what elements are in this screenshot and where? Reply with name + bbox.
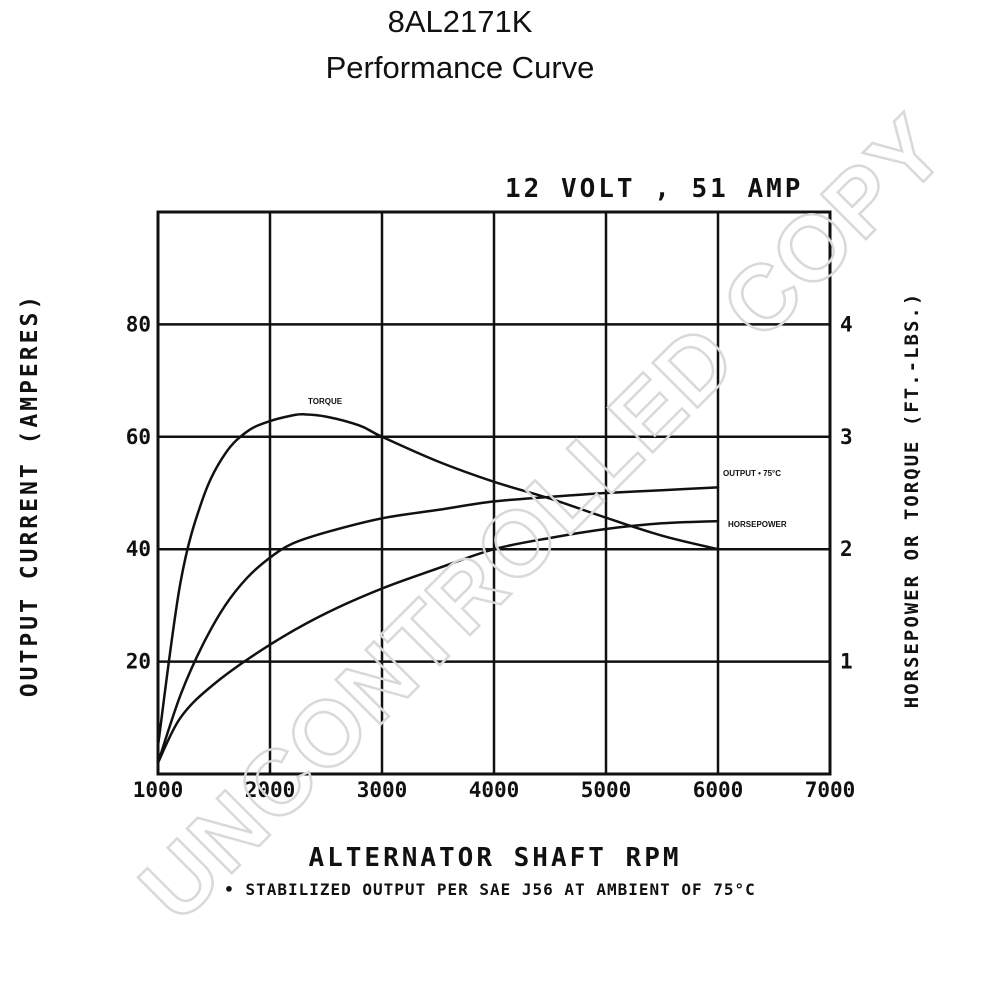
y-axis-right-label: HORSEPOWER OR TORQUE (FT.-LBS.) (901, 292, 923, 709)
x-tick-label: 3000 (357, 778, 408, 802)
chart-subtitle: Performance Curve (325, 50, 595, 85)
series-labels: TORQUE OUTPUT • 75°C HORSEPOWER (308, 397, 787, 529)
rating-label: 12 VOLT , 51 AMP (505, 174, 803, 204)
left-tick-label: 80 (126, 312, 151, 336)
x-axis-label: ALTERNATOR SHAFT RPM (308, 843, 681, 873)
x-tick-label: 7000 (805, 778, 856, 802)
x-tick-labels: 1000 2000 3000 4000 5000 6000 7000 (133, 778, 856, 802)
left-tick-label: 60 (126, 425, 151, 449)
x-tick-label: 5000 (581, 778, 632, 802)
right-tick-label: 2 (840, 537, 853, 561)
chart-model-title: 8AL2171K (387, 4, 533, 39)
right-tick-label: 3 (840, 425, 853, 449)
series-label-output-75-c: OUTPUT • 75°C (723, 469, 781, 478)
series-line-output-75-c (156, 486, 720, 765)
y-axis-left-label: OUTPUT CURRENT (AMPERES) (17, 293, 43, 697)
x-tick-label: 1000 (133, 778, 184, 802)
x-tick-label: 2000 (245, 778, 296, 802)
series-line-torque (156, 412, 720, 748)
series-label-torque: TORQUE (308, 397, 343, 406)
right-tick-label: 4 (840, 312, 853, 336)
footnote: • STABILIZED OUTPUT PER SAE J56 AT AMBIE… (224, 880, 756, 899)
right-tick-labels: 1 2 3 4 (840, 312, 853, 673)
x-tick-label: 4000 (469, 778, 520, 802)
left-tick-labels: 20 40 60 80 (126, 312, 151, 673)
right-tick-label: 1 (840, 650, 853, 674)
series-line-horsepower (156, 519, 720, 765)
watermark: UNCONTROLLED COPY (121, 96, 965, 940)
series-label-horsepower: HORSEPOWER (728, 520, 787, 529)
x-tick-label: 6000 (693, 778, 744, 802)
curves (156, 412, 720, 765)
left-tick-label: 40 (126, 537, 151, 561)
left-tick-label: 20 (126, 650, 151, 674)
